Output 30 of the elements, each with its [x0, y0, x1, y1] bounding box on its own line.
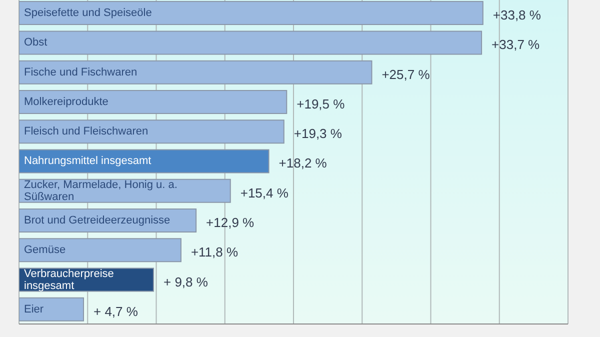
bar	[19, 149, 270, 174]
data-label: + 9,8 %	[164, 274, 208, 290]
data-label: +19,5 %	[296, 96, 346, 112]
data-label: +15,4 %	[240, 185, 289, 200]
y-tick-label: Fleisch und Fleischwaren	[24, 126, 148, 138]
data-label: +25,7 %	[382, 66, 430, 82]
bar	[19, 238, 182, 262]
y-tick-label: Nahrungsmittel insgesamt	[24, 155, 152, 168]
data-label: + 4,7 %	[94, 304, 138, 319]
y-tick-label: Gemüse	[24, 244, 66, 256]
bar	[19, 90, 288, 114]
data-label: +19,3 %	[294, 126, 342, 142]
data-label: +12,9 %	[206, 215, 255, 230]
y-tick-label: Fische und Fischwaren	[24, 66, 138, 78]
bar	[19, 1, 484, 26]
y-tick-label: Molkereiprodukte	[24, 96, 108, 108]
data-label: +33,8 %	[492, 8, 542, 23]
y-tick-label: Speisefette und Speiseöle	[24, 7, 152, 20]
y-tick-label: Obst	[24, 36, 48, 49]
y-tick-label: Eier	[24, 303, 44, 316]
y-tick-label: Zucker, Marmelade, Honig u. a. Süßwaren	[24, 178, 178, 203]
data-label: +11,8 %	[190, 244, 238, 260]
y-tick-label: Verbraucherpreise insgesamt	[24, 268, 114, 292]
y-tick-label: Brot und Getreideerzeugnisse	[24, 214, 170, 227]
bar	[19, 60, 372, 84]
bar	[19, 120, 284, 144]
bar	[19, 30, 482, 55]
bar	[19, 297, 84, 322]
data-label: +18,2 %	[278, 156, 328, 171]
data-label: +33,7 %	[492, 37, 540, 52]
